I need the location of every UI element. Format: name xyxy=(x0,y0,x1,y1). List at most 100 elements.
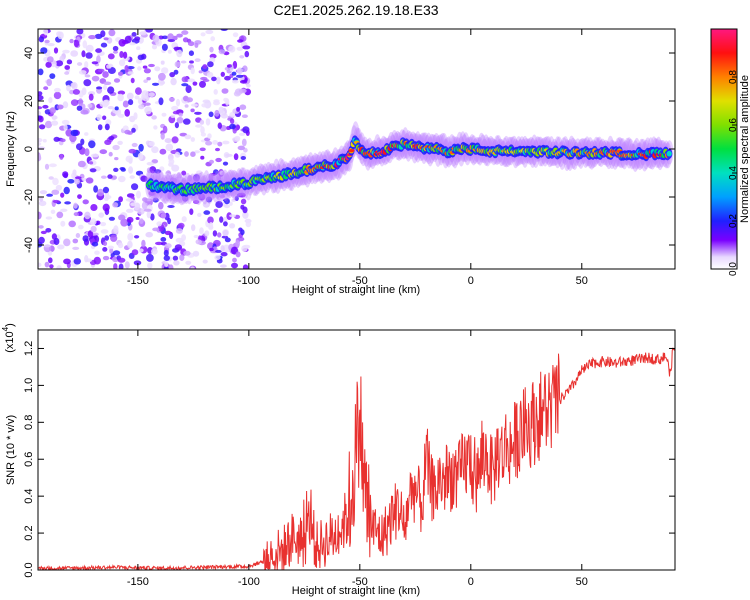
noise-blob xyxy=(93,233,99,236)
noise-blob xyxy=(176,50,182,58)
noise-blob xyxy=(182,216,187,222)
noise-blob xyxy=(135,87,142,95)
noise-blob xyxy=(84,132,88,136)
noise-blob xyxy=(176,99,180,107)
noise-blob xyxy=(123,101,129,108)
noise-blob xyxy=(98,69,105,72)
noise-blob xyxy=(186,85,192,93)
noise-blob xyxy=(240,205,244,210)
noise-blob xyxy=(164,255,170,261)
noise-blob xyxy=(107,86,114,93)
noise-blob xyxy=(36,153,41,161)
noise-blob xyxy=(239,104,246,110)
snr-series-line xyxy=(38,348,675,570)
noise-blob xyxy=(92,242,98,247)
snr-y-axis-label: SNR (10 * v/v) xyxy=(5,415,17,485)
noise-blob xyxy=(45,164,49,170)
noise-blob xyxy=(90,218,97,225)
noise-blob xyxy=(74,212,79,216)
noise-blob xyxy=(100,149,108,154)
noise-blob xyxy=(209,222,213,229)
noise-blob xyxy=(54,92,61,99)
noise-blob xyxy=(145,232,153,238)
noise-blob xyxy=(109,152,113,157)
noise-blob xyxy=(88,140,95,148)
noise-blob xyxy=(221,72,225,77)
noise-blob xyxy=(89,94,94,101)
noise-blob xyxy=(118,176,126,182)
noise-blob xyxy=(60,209,67,212)
noise-blob xyxy=(44,29,49,36)
noise-blob xyxy=(239,89,247,94)
noise-blob xyxy=(163,126,168,134)
noise-blob xyxy=(45,62,51,68)
noise-blob xyxy=(104,197,109,201)
x-tick-label: -150 xyxy=(127,576,149,588)
noise-blob xyxy=(74,258,81,264)
noise-blob xyxy=(118,242,123,248)
y-tick-label: 0.2 xyxy=(23,525,35,540)
noise-blob xyxy=(90,204,97,211)
noise-blob xyxy=(147,162,154,166)
noise-blob xyxy=(173,260,179,265)
noise-blob xyxy=(152,45,157,50)
noise-blob xyxy=(205,141,212,146)
noise-blob xyxy=(54,238,60,245)
noise-blob xyxy=(36,138,43,142)
noise-blob xyxy=(54,88,61,92)
ridge-core xyxy=(667,151,672,157)
noise-blob xyxy=(175,61,181,67)
noise-blob xyxy=(64,201,71,204)
noise-blob xyxy=(94,257,101,265)
noise-blob xyxy=(162,44,168,51)
noise-blob xyxy=(203,79,210,82)
noise-blob xyxy=(232,258,237,263)
noise-blob xyxy=(38,225,43,229)
noise-blob xyxy=(53,200,60,203)
noise-blob xyxy=(93,185,98,193)
noise-blob xyxy=(203,210,210,215)
noise-blob xyxy=(72,169,76,175)
noise-blob xyxy=(190,109,194,113)
noise-blob xyxy=(175,244,182,250)
noise-blob xyxy=(83,79,91,86)
noise-blob xyxy=(84,255,88,262)
noise-blob xyxy=(91,154,99,158)
heatmap-x-axis-label: Height of straight line (km) xyxy=(292,284,420,296)
noise-blob xyxy=(136,217,140,220)
noise-blob xyxy=(102,116,106,121)
noise-blob xyxy=(86,177,94,183)
noise-blob xyxy=(36,142,41,145)
noise-blob xyxy=(59,154,63,160)
noise-blob xyxy=(92,61,98,64)
noise-blob xyxy=(88,35,96,39)
noise-blob xyxy=(86,52,93,59)
noise-blob xyxy=(45,262,50,268)
noise-blob xyxy=(139,31,147,35)
noise-blob xyxy=(185,104,189,108)
noise-blob xyxy=(115,106,119,110)
y-tick-label: 0.0 xyxy=(23,562,35,577)
noise-blob xyxy=(161,67,168,74)
noise-blob xyxy=(191,224,195,231)
noise-blob xyxy=(57,245,64,250)
noise-blob xyxy=(175,122,179,128)
noise-blob xyxy=(36,95,44,101)
noise-blob xyxy=(128,99,133,105)
noise-blob xyxy=(91,226,97,233)
noise-blob xyxy=(36,263,41,267)
noise-blob xyxy=(223,230,228,236)
snr-y-multiplier: (x104) xyxy=(1,323,16,353)
noise-blob xyxy=(84,61,88,68)
noise-blob xyxy=(156,221,162,226)
heatmap-y-axis-label: Frequency (Hz) xyxy=(5,111,17,187)
noise-blob xyxy=(138,104,144,109)
noise-blob xyxy=(104,140,111,145)
noise-blob xyxy=(220,264,227,267)
noise-blob xyxy=(58,32,64,40)
noise-blob xyxy=(56,185,62,191)
noise-blob xyxy=(175,152,181,158)
noise-blob xyxy=(125,261,130,268)
noise-blob xyxy=(222,88,229,94)
noise-blob xyxy=(238,146,245,151)
